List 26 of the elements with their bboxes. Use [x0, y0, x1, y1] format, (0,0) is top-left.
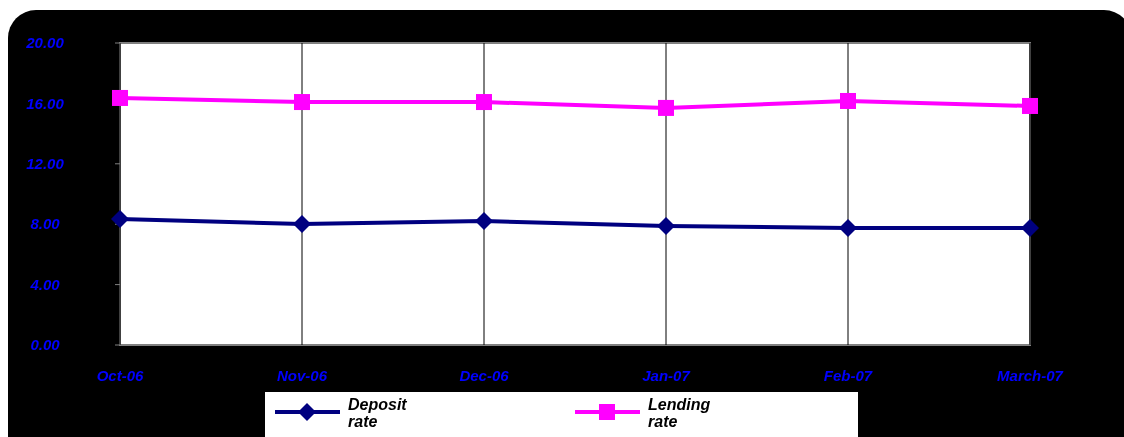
x-tick-label: Jan-07: [642, 367, 691, 384]
point: [293, 215, 311, 234]
x-tick-label: Nov-06: [276, 367, 328, 384]
point: [475, 212, 493, 231]
point: [294, 94, 310, 111]
legend-label: Lending rate: [648, 396, 711, 430]
y-tick-label: 20.00: [25, 34, 65, 52]
y-tick-label: 4.00: [29, 275, 61, 293]
y-tick-label: 16.00: [26, 94, 65, 112]
point: [476, 94, 492, 111]
legend-label: Deposit rate: [348, 396, 408, 430]
x-tick-label: Dec-06: [459, 367, 510, 384]
point: [1021, 218, 1039, 237]
point: [657, 217, 675, 236]
point: [112, 89, 128, 106]
point: [840, 92, 856, 109]
point: [1022, 97, 1038, 114]
y-tick-label: 8.00: [30, 215, 61, 233]
x-tick-label: Feb-07: [823, 367, 873, 384]
point: [658, 99, 674, 116]
x-tick-label: March-07: [997, 367, 1064, 384]
y-tick-label: 12.00: [26, 155, 65, 173]
x-tick-label: Oct-06: [96, 367, 144, 384]
point: [839, 218, 857, 237]
point: [111, 210, 129, 229]
y-tick-label: 0.00: [30, 336, 61, 354]
